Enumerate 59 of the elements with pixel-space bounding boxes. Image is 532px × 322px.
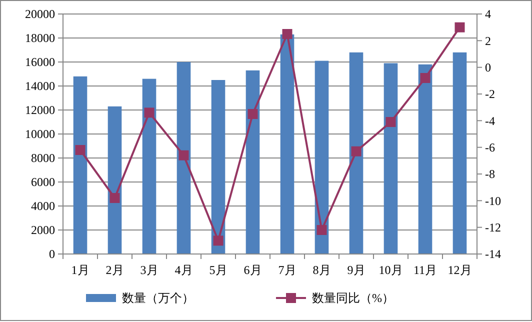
bar bbox=[314, 60, 329, 254]
legend-label: 数量同比（%） bbox=[312, 291, 394, 306]
point bbox=[282, 29, 292, 39]
bar bbox=[418, 64, 432, 254]
y-tick-label: 20000 bbox=[25, 7, 55, 22]
point bbox=[454, 22, 465, 32]
y-tick-label: 10000 bbox=[25, 127, 55, 142]
bar bbox=[108, 106, 122, 254]
point bbox=[386, 117, 396, 127]
point bbox=[420, 73, 430, 83]
y-tick-label: 12000 bbox=[25, 103, 55, 118]
x-tick-label: 12月 bbox=[448, 263, 472, 277]
bar bbox=[73, 76, 88, 254]
x-tick-label: 2月 bbox=[106, 263, 124, 277]
x-tick-label: 3月 bbox=[140, 263, 158, 277]
x-tick-label: 7月 bbox=[278, 263, 296, 277]
y2-tick-label: -10 bbox=[485, 194, 501, 208]
x-tick-label: 1月 bbox=[71, 263, 90, 277]
legend-label: 数量（万个） bbox=[122, 291, 194, 306]
point bbox=[110, 193, 120, 203]
y2-tick-label: 2 bbox=[485, 34, 491, 48]
bar bbox=[142, 78, 156, 254]
bar bbox=[452, 52, 467, 254]
y-tick-label: 14000 bbox=[25, 79, 55, 94]
y-tick-label: 6000 bbox=[31, 175, 55, 190]
y2-tick-label: -6 bbox=[485, 140, 495, 155]
y2-tick-label: -12 bbox=[485, 220, 501, 235]
bar bbox=[349, 52, 364, 254]
x-tick-label: 5月 bbox=[209, 263, 228, 277]
bar bbox=[211, 80, 226, 254]
bar bbox=[280, 34, 294, 254]
y-tick-label: 8000 bbox=[31, 151, 55, 166]
x-tick-label: 11月 bbox=[413, 263, 438, 277]
point bbox=[178, 150, 189, 160]
point bbox=[351, 146, 362, 156]
y-tick-label: 16000 bbox=[25, 55, 55, 70]
bar bbox=[246, 70, 260, 254]
x-tick-label: 6月 bbox=[244, 263, 262, 277]
y2-tick-label: 4 bbox=[485, 7, 491, 22]
y-tick-label: 4000 bbox=[31, 199, 55, 214]
point bbox=[248, 109, 258, 119]
x-tick-label: 10月 bbox=[378, 263, 403, 277]
point bbox=[316, 225, 327, 235]
point bbox=[144, 108, 154, 118]
y2-tick-label: -4 bbox=[485, 114, 495, 128]
y2-tick-label: -2 bbox=[485, 87, 495, 102]
point bbox=[213, 236, 224, 246]
x-tick-label: 8月 bbox=[312, 263, 331, 277]
bar bbox=[384, 63, 398, 254]
point bbox=[75, 145, 86, 155]
y2-tick-label: -14 bbox=[485, 247, 501, 262]
bar bbox=[176, 62, 191, 254]
y-tick-label: 2000 bbox=[31, 223, 55, 238]
y2-tick-label: -8 bbox=[485, 167, 495, 182]
x-tick-label: 4月 bbox=[174, 263, 193, 277]
x-tick-label: 9月 bbox=[347, 263, 366, 277]
y-tick-label: 0 bbox=[49, 247, 55, 262]
y2-tick-label: 0 bbox=[485, 60, 491, 75]
y-tick-label: 18000 bbox=[25, 31, 55, 46]
